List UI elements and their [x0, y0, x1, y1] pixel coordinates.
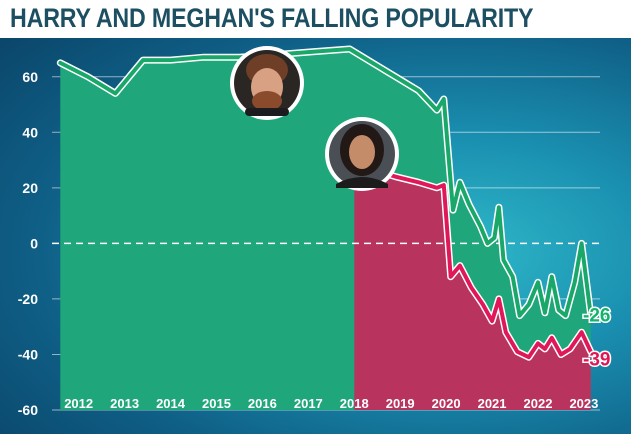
x-tick-label: 2012 [64, 396, 93, 411]
x-tick-label: 2017 [294, 396, 323, 411]
x-tick-label: 2023 [569, 396, 598, 411]
y-tick-label: 60 [22, 69, 38, 85]
x-tick-label: 2015 [202, 396, 231, 411]
x-tick-label: 2021 [478, 396, 507, 411]
end-labels: -26 -39 [582, 304, 612, 372]
x-tick-label: 2022 [524, 396, 553, 411]
harry-portrait [230, 46, 304, 120]
x-tick-label: 2019 [386, 396, 415, 411]
x-tick-label: 2013 [110, 396, 139, 411]
series-areas [60, 49, 591, 410]
y-tick-label: -40 [18, 346, 38, 362]
y-tick-label: -60 [18, 402, 38, 418]
series-lines [56, 45, 595, 361]
y-tick-label: 0 [30, 235, 38, 251]
x-tick-label: 2014 [156, 396, 186, 411]
y-axis: 60 40 20 0 -20 -40 -60 [18, 69, 38, 418]
y-tick-label: -20 [18, 291, 38, 307]
meghan-line [352, 166, 593, 360]
title-bar: HARRY AND MEGHAN'S FALLING POPULARITY [0, 0, 631, 38]
meghan-end-label: -39 [583, 350, 610, 371]
x-tick-label: 2020 [432, 396, 461, 411]
x-tick-label: 2018 [340, 396, 369, 411]
harry-end-label: -26 [583, 306, 610, 327]
y-tick-label: 20 [22, 180, 38, 196]
x-axis: 2012 2013 2014 2015 2016 2017 2018 2019 2020 2021… [64, 396, 598, 411]
meghan-area [354, 168, 591, 410]
harry-line [58, 47, 593, 318]
chart-title: HARRY AND MEGHAN'S FALLING POPULARITY [10, 3, 534, 33]
x-tick-label: 2016 [248, 396, 277, 411]
meghan-portrait [325, 117, 399, 191]
y-tick-label: 40 [22, 124, 38, 140]
